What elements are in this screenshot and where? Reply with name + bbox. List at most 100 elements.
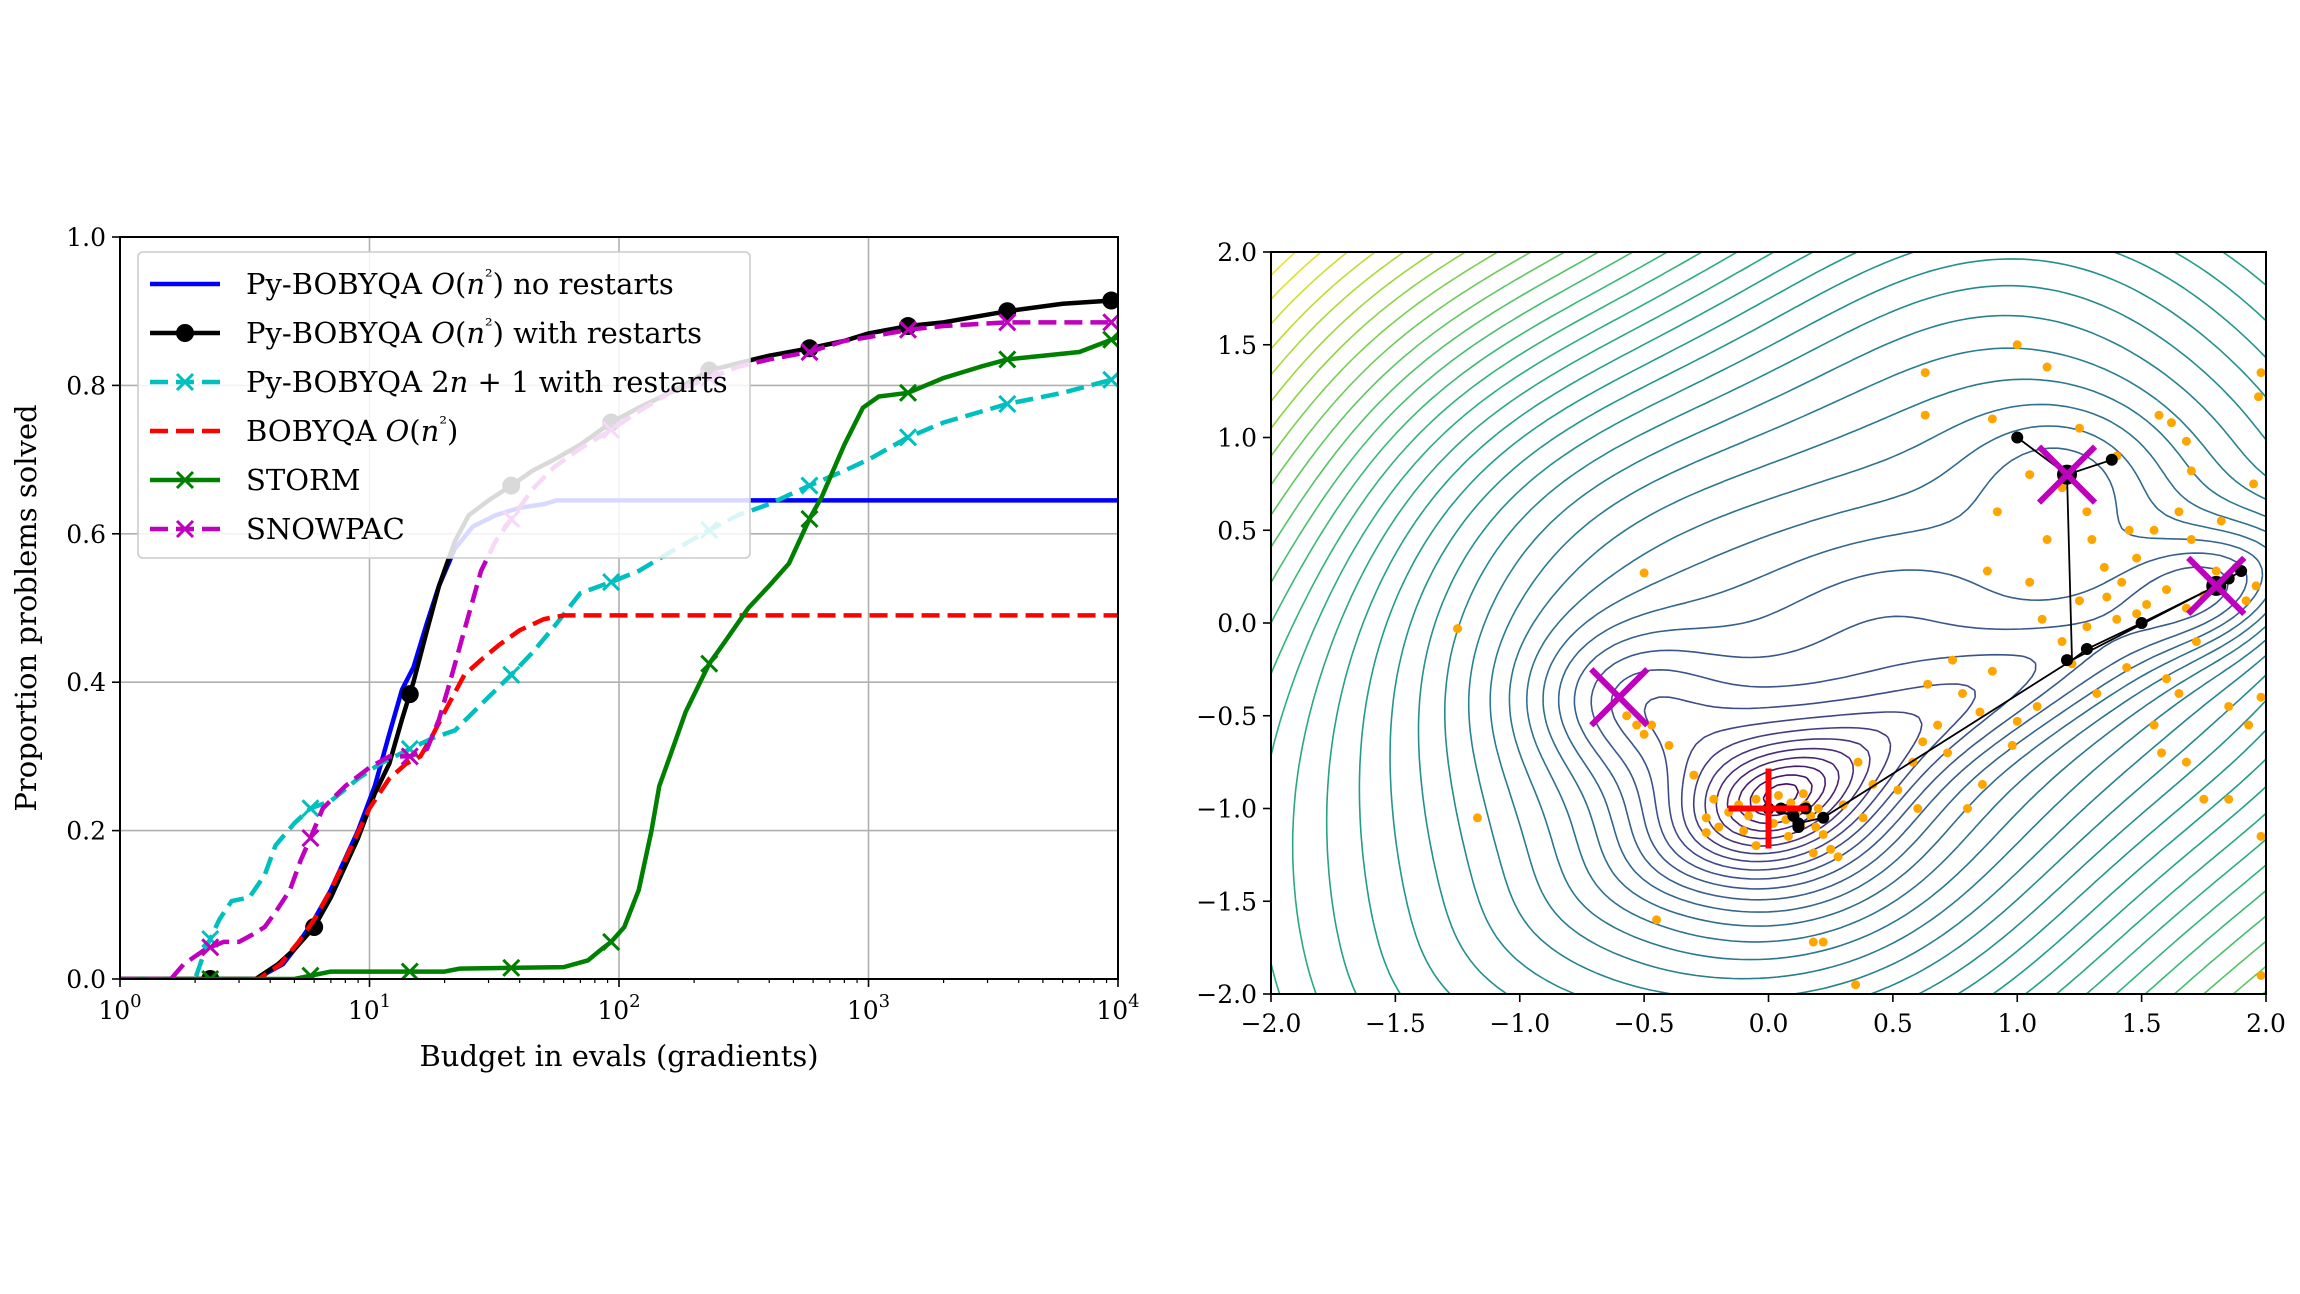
sample-point xyxy=(2012,716,2022,726)
legend-label-part: ² xyxy=(439,413,447,435)
sample-point xyxy=(2074,596,2084,606)
sample-point xyxy=(2132,553,2142,563)
series-point-4 xyxy=(998,350,1017,369)
right-y-tick-label: −1.5 xyxy=(1196,887,1257,916)
sample-point xyxy=(1751,794,1761,804)
right-y-tick-label: −0.5 xyxy=(1196,702,1257,731)
contour-level xyxy=(1271,252,2266,994)
left-x-axis-label: Budget in evals (gradients) xyxy=(419,1039,818,1073)
series-point-4 xyxy=(502,958,521,977)
series-point-1 xyxy=(400,685,419,704)
sample-point xyxy=(1913,804,1923,813)
right-x-tick-label: 0.5 xyxy=(1873,1009,1913,1038)
legend-label-5: SNOWPAC xyxy=(246,512,405,546)
series-point-4 xyxy=(400,962,419,979)
contour-level xyxy=(1271,252,2266,994)
right-y-tick-label: 0.5 xyxy=(1217,516,1257,545)
sample-point xyxy=(2042,362,2052,372)
sample-point xyxy=(2186,535,2196,545)
sample-point xyxy=(1811,822,1821,832)
sample-point xyxy=(1709,794,1719,804)
sample-point xyxy=(2254,392,2264,402)
contour-level xyxy=(1271,252,2266,994)
sample-point xyxy=(2256,831,2266,841)
sample-point xyxy=(1923,679,1933,689)
sample-point xyxy=(1918,737,1928,747)
legend-label-part: STORM xyxy=(246,463,361,497)
legend-label-part: ( xyxy=(455,316,466,350)
series-point-4 xyxy=(602,932,621,951)
series-point-4 xyxy=(898,383,918,402)
left-y-tick-label: 0.6 xyxy=(66,520,106,549)
series-point-2 xyxy=(502,665,521,684)
sample-point xyxy=(2166,418,2176,428)
right-x-tick-label: 0.0 xyxy=(1749,1009,1789,1038)
sample-point xyxy=(1714,822,1724,832)
sample-point xyxy=(1701,828,1711,838)
sample-point xyxy=(1798,789,1808,799)
sample-point xyxy=(1920,368,1930,378)
path-point xyxy=(1817,811,1830,824)
sample-point xyxy=(1453,624,1463,634)
legend-label-1: Py-BOBYQA O(n²) with restarts xyxy=(246,315,702,350)
path-point xyxy=(2061,654,2073,667)
legend-label-part: ) xyxy=(447,414,458,448)
sample-point xyxy=(2191,637,2201,647)
sample-point xyxy=(2162,585,2171,595)
right-x-tick-label: 1.0 xyxy=(1997,1009,2037,1038)
legend-marker-4 xyxy=(175,470,195,490)
sample-point xyxy=(2256,692,2266,702)
right-y-tick-label: 1.0 xyxy=(1217,424,1257,453)
path-point xyxy=(2135,617,2148,629)
sample-point xyxy=(1920,410,1930,420)
sample-point xyxy=(1987,666,1997,676)
sample-point xyxy=(2149,525,2159,535)
sample-point xyxy=(2186,466,2196,476)
right-y-tick-label: −1.0 xyxy=(1196,795,1257,824)
legend-marker-2 xyxy=(175,372,195,392)
legend-label-part: ² xyxy=(485,266,493,288)
contour-level xyxy=(1271,252,2266,994)
sample-point xyxy=(1639,729,1649,739)
right-x-tick-label: −0.5 xyxy=(1614,1009,1675,1038)
sample-point xyxy=(1639,568,1649,578)
contour-level xyxy=(1557,447,2264,913)
legend-label-2: Py-BOBYQA 2n + 1 with restarts xyxy=(246,365,728,399)
legend-label-part: ) no restarts xyxy=(493,267,674,301)
legend-label-part: ) with restarts xyxy=(493,316,702,350)
contour-level xyxy=(1271,252,1376,350)
sample-point xyxy=(2256,970,2266,980)
sample-point xyxy=(2256,368,2266,378)
sample-point xyxy=(1948,655,1958,665)
contour-level xyxy=(1573,552,2248,901)
sample-point xyxy=(1853,757,1863,767)
legend-box xyxy=(137,251,751,559)
series-point-5 xyxy=(898,320,918,339)
series-point-4 xyxy=(700,654,719,673)
sample-point xyxy=(2249,479,2259,489)
series-point-2 xyxy=(602,572,621,592)
contour-level xyxy=(1643,683,1976,871)
contour-level xyxy=(1271,252,1405,376)
sample-point xyxy=(1472,813,1482,823)
contour-level xyxy=(1590,566,2229,890)
sample-point xyxy=(1744,811,1754,821)
legend-label-part: ( xyxy=(409,414,420,448)
series-point-1 xyxy=(899,317,918,336)
sample-point xyxy=(2042,535,2052,545)
sample-point xyxy=(1751,841,1761,851)
left-ticks: 100 101 102 103 104 0.0 0.2 0.4 0.6 0.8 1.0 xyxy=(66,223,1139,1025)
sample-point xyxy=(2057,637,2067,647)
series-point-5 xyxy=(1102,313,1118,332)
contour-level xyxy=(1271,252,1322,300)
sample-point xyxy=(2162,674,2171,684)
contour-level xyxy=(1325,252,2266,994)
sample-point xyxy=(1963,804,1972,813)
right-y-tick-label: −2.0 xyxy=(1196,980,1257,1009)
left-x-tick-label: 101 xyxy=(348,991,391,1025)
path-point xyxy=(2105,453,2118,466)
series-point-5 xyxy=(301,828,320,848)
contour-level xyxy=(1417,258,2266,994)
sample-point xyxy=(2082,622,2092,632)
